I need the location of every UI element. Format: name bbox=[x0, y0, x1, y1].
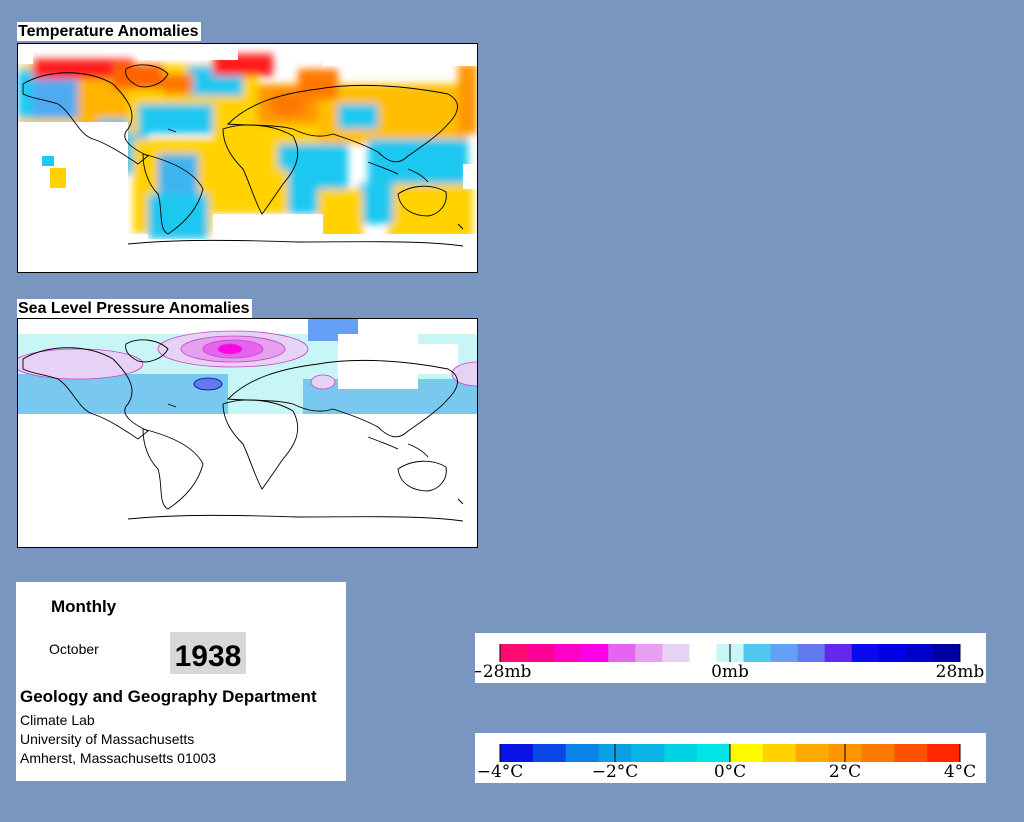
pressure-legend-swatch bbox=[527, 644, 555, 662]
pressure-legend-swatch bbox=[797, 644, 826, 662]
pressure-legend-swatch bbox=[851, 644, 880, 662]
pressure-legend: −28mb 0mb 28mb bbox=[475, 633, 986, 683]
address-line-university: University of Massachusetts bbox=[20, 731, 195, 747]
temperature-legend-swatch bbox=[664, 744, 698, 762]
pressure-legend-swatch bbox=[905, 644, 934, 662]
temperature-legend-swatch bbox=[861, 744, 895, 762]
temperature-legend-swatch bbox=[730, 744, 764, 762]
address-block: Climate Lab University of Massachusetts … bbox=[20, 711, 216, 768]
temperature-legend-label: 2°C bbox=[829, 762, 861, 782]
year-display: 1938 bbox=[170, 632, 246, 674]
temperature-legend-swatch bbox=[927, 744, 961, 762]
pressure-legend-swatch bbox=[689, 644, 717, 662]
info-panel: Monthly October 1938 Geology and Geograp… bbox=[16, 582, 346, 781]
temperature-map-title: Temperature Anomalies bbox=[17, 22, 201, 41]
temperature-legend-swatch bbox=[500, 744, 534, 762]
pressure-legend-swatch bbox=[554, 644, 582, 662]
address-line-lab: Climate Lab bbox=[20, 712, 95, 728]
temperature-legend: −4°C −2°C 0°C 2°C 4°C bbox=[475, 733, 986, 783]
pressure-legend-swatch bbox=[932, 644, 961, 662]
department-name: Geology and Geography Department bbox=[20, 687, 317, 706]
pressure-map-title: Sea Level Pressure Anomalies bbox=[17, 299, 252, 318]
temperature-legend-label: 4°C bbox=[944, 762, 976, 782]
month-label: October bbox=[49, 641, 99, 657]
temperature-legend-swatch bbox=[762, 744, 797, 762]
pressure-legend-swatch bbox=[878, 644, 907, 662]
pressure-legend-label: 0mb bbox=[711, 662, 749, 682]
temperature-legend-swatch bbox=[795, 744, 830, 762]
temperature-legend-swatch bbox=[631, 744, 665, 762]
temperature-anomaly-map bbox=[18, 44, 477, 272]
pressure-legend-label: 28mb bbox=[936, 662, 985, 682]
temperature-legend-swatch bbox=[697, 744, 731, 762]
address-line-city: Amherst, Massachusetts 01003 bbox=[20, 750, 217, 766]
temperature-legend-swatch bbox=[565, 744, 600, 762]
temperature-legend-label: −4°C bbox=[477, 762, 524, 782]
temperature-legend-label: −2°C bbox=[592, 762, 639, 782]
pressure-map bbox=[17, 318, 478, 548]
pressure-anomaly-map bbox=[18, 319, 477, 547]
temperature-legend-bar: −4°C −2°C 0°C 2°C 4°C bbox=[477, 744, 976, 782]
temperature-legend-label: 0°C bbox=[714, 762, 746, 782]
temperature-map bbox=[17, 43, 478, 273]
temperature-legend-swatch bbox=[894, 744, 928, 762]
pressure-legend-bar: −28mb 0mb 28mb bbox=[475, 644, 985, 682]
pressure-legend-swatch bbox=[635, 644, 663, 662]
pressure-legend-swatch bbox=[662, 644, 690, 662]
temperature-legend-swatch bbox=[532, 744, 567, 762]
pressure-legend-swatch bbox=[824, 644, 853, 662]
pressure-legend-swatch bbox=[581, 644, 609, 662]
pressure-legend-swatch bbox=[770, 644, 799, 662]
pressure-legend-swatch bbox=[608, 644, 636, 662]
pressure-legend-swatch bbox=[743, 644, 772, 662]
pressure-legend-label: −28mb bbox=[475, 662, 532, 682]
period-label: Monthly bbox=[51, 597, 117, 616]
pressure-legend-swatch bbox=[500, 644, 528, 662]
